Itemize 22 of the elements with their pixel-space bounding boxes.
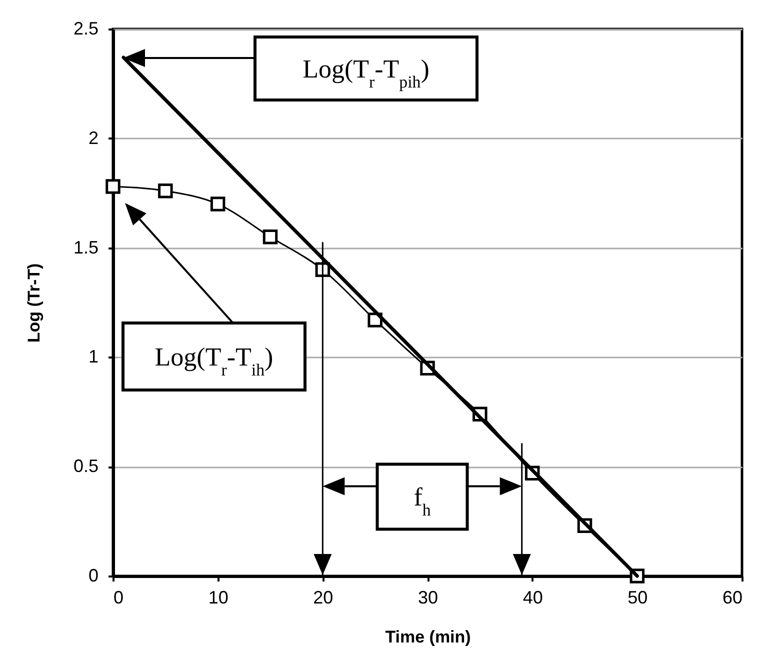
y-tick-label: 2.5 (73, 18, 98, 38)
point (210, 196, 226, 212)
x-tick-label: 20 (313, 588, 334, 608)
y-tick-label: 1 (88, 346, 98, 367)
y-tick-label: 2 (88, 128, 98, 148)
x-axis-title: Time (min) (385, 628, 471, 646)
x-tick-label: 30 (418, 588, 438, 608)
y-axis-title: Log (Tr-T) (24, 263, 44, 343)
annotation: f$_{h}$ (414, 482, 432, 520)
x-tick-label: 10 (208, 588, 228, 608)
x-tick-label: 60 (722, 588, 742, 608)
y-tick-label: 1.5 (73, 237, 98, 258)
x-tick-label: 40 (522, 588, 543, 608)
y-tick-label: 0 (88, 566, 98, 586)
annotation: Log(T$_{r}$-T$_{pih}$) (302, 54, 430, 91)
x-tick-label: 50 (628, 588, 648, 608)
point (262, 229, 278, 244)
point (158, 184, 173, 198)
x-tick-label: 0 (114, 588, 124, 608)
annotation: Log(T$_{r}$-T$_{ih}$) (154, 342, 274, 379)
y-tick-label: 0.5 (73, 456, 98, 476)
point (106, 179, 120, 194)
